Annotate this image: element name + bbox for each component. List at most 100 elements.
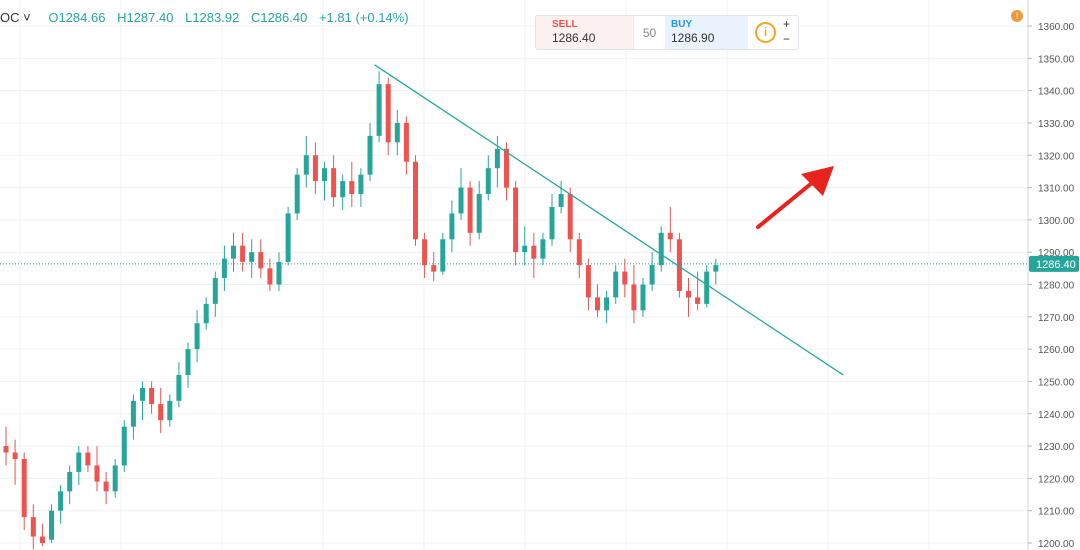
candle-59 (540, 232, 546, 266)
candle-body-63 (576, 239, 582, 266)
candle-46 (422, 232, 428, 279)
candle-series (3, 71, 719, 550)
price-tick-label-5: 1250.00 (1038, 377, 1075, 388)
candle-body-60 (549, 206, 555, 240)
candle-body-41 (376, 84, 382, 136)
candle-51 (467, 181, 473, 246)
price-tick-label-8: 1280.00 (1038, 281, 1075, 292)
candle-22 (203, 297, 209, 330)
ohlc-header: OC ˅ O1284.66 H1287.40 L1283.92 C1286.40… (0, 10, 417, 25)
price-tick-label-14: 1340.00 (1038, 87, 1075, 98)
candle-53 (485, 155, 491, 201)
plus-icon[interactable]: + (783, 17, 791, 31)
candle-body-2 (21, 458, 27, 518)
candle-9 (85, 446, 91, 472)
candle-48 (440, 232, 446, 275)
candle-77 (704, 265, 710, 308)
candle-2 (21, 452, 27, 531)
candle-body-5 (49, 510, 54, 540)
candle-45 (413, 155, 418, 246)
sell-label: SELL (552, 19, 578, 30)
candle-35 (322, 161, 327, 201)
candle-body-68 (622, 271, 628, 285)
candle-44 (403, 116, 409, 175)
price-axis-bg (1028, 0, 1080, 550)
candle-body-11 (103, 481, 109, 492)
candle-13 (121, 420, 127, 472)
candle-39 (358, 168, 364, 207)
candle-62 (567, 187, 573, 253)
candle-body-20 (185, 349, 191, 375)
price-tick-label-15: 1350.00 (1038, 54, 1075, 65)
candle-body-26 (240, 245, 246, 262)
candle-14 (130, 394, 136, 440)
candle-body-13 (121, 426, 127, 466)
candle-31 (285, 206, 291, 266)
price-tick-label-9: 1290.00 (1038, 248, 1075, 259)
candle-body-34 (312, 155, 318, 182)
candle-body-78 (713, 265, 719, 272)
candle-body-70 (640, 284, 646, 311)
candle-body-67 (613, 271, 619, 298)
current-price-tag: 1286.40 (1029, 255, 1079, 272)
candle-body-65 (595, 297, 600, 311)
candle-54 (494, 135, 500, 188)
candle-body-31 (285, 213, 291, 262)
minus-icon[interactable]: − (783, 32, 791, 46)
candle-body-66 (604, 297, 610, 311)
trendline[interactable] (374, 64, 844, 376)
candle-63 (576, 232, 582, 279)
candle-body-0 (3, 446, 9, 453)
price-tick-label-16: 1360.00 (1038, 22, 1075, 33)
candle-4 (39, 523, 45, 547)
candle-body-54 (494, 148, 500, 169)
candle-body-56 (513, 187, 519, 253)
candle-body-62 (567, 194, 573, 240)
price-tick-label-6: 1260.00 (1038, 345, 1075, 356)
candle-17 (158, 387, 164, 434)
buy-button[interactable]: BUY 1286.90 (665, 16, 748, 49)
candle-body-64 (585, 265, 591, 298)
close-value: C1286.40 (250, 10, 308, 25)
alert-icon[interactable]: ! (1011, 10, 1023, 22)
candle-body-49 (449, 213, 455, 240)
candle-71 (649, 252, 655, 291)
candle-body-19 (176, 374, 182, 401)
price-axis[interactable]: 1200.00 1210.00 1220.00 1230.00 1240.00 1250.… (1027, 0, 1080, 550)
candle-70 (640, 278, 646, 317)
candle-body-33 (303, 155, 309, 175)
price-tick-label-4: 1240.00 (1038, 410, 1075, 421)
candle-75 (686, 278, 691, 317)
candle-body-16 (149, 387, 155, 405)
candle-body-36 (331, 168, 337, 198)
candle-body-77 (704, 271, 710, 304)
candle-38 (349, 161, 355, 207)
candle-body-21 (194, 323, 200, 350)
candle-72 (658, 226, 664, 272)
candle-body-52 (476, 194, 482, 233)
candle-65 (595, 284, 600, 317)
candle-27 (249, 239, 255, 279)
candle-64 (585, 258, 591, 311)
candle-68 (622, 258, 628, 298)
candle-body-25 (231, 245, 236, 259)
sell-button[interactable]: SELL 1286.40 (536, 16, 633, 49)
candle-41 (376, 71, 382, 143)
candle-body-53 (485, 168, 491, 195)
candle-body-75 (686, 290, 691, 298)
chart-grid (0, 0, 1028, 550)
candle-43 (394, 110, 400, 156)
info-icon[interactable]: i (755, 22, 776, 43)
symbol-selector[interactable]: OC ˅ (0, 10, 31, 25)
candle-body-38 (349, 181, 355, 195)
candle-23 (212, 271, 218, 317)
candle-body-15 (140, 387, 145, 401)
candle-body-29 (267, 268, 273, 285)
candle-42 (385, 77, 391, 156)
candle-40 (367, 122, 373, 182)
candle-body-24 (221, 258, 227, 279)
candle-body-18 (167, 400, 173, 421)
candle-26 (240, 232, 246, 272)
quantity-field[interactable]: 50 (633, 16, 666, 49)
